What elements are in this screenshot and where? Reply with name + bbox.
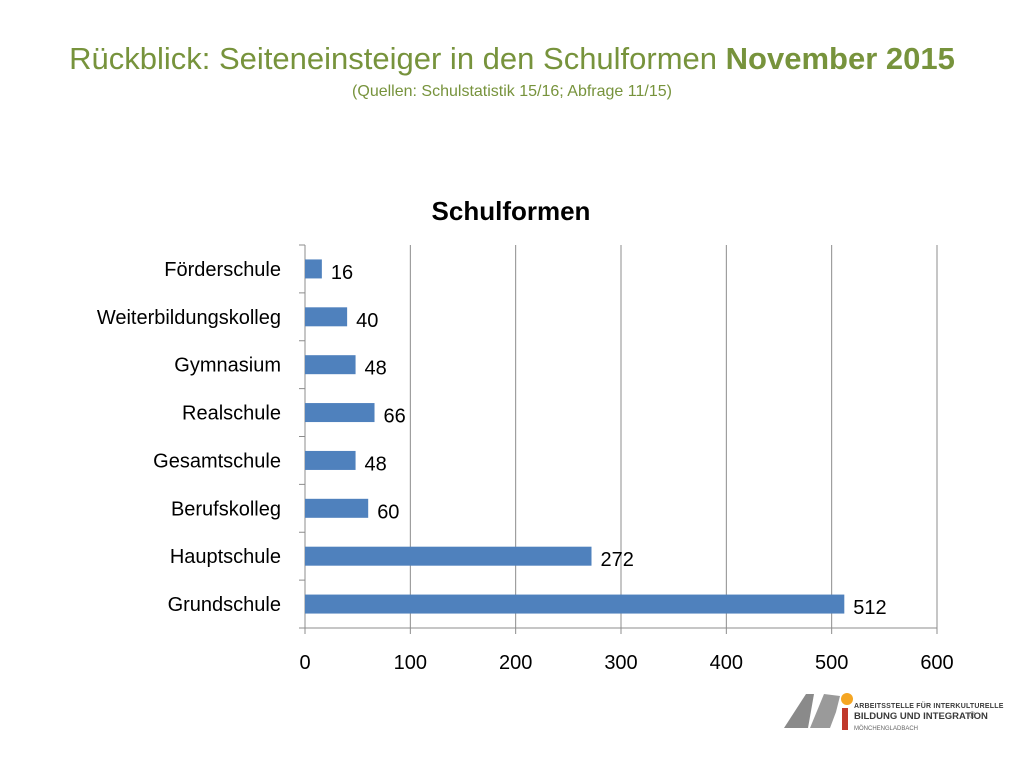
slide-title: Rückblick: Seiteneinsteiger in den Schul… xyxy=(0,40,1024,78)
category-label: Gymnasium xyxy=(174,355,281,377)
data-label: 48 xyxy=(365,358,387,380)
data-label: 272 xyxy=(601,549,634,571)
x-tick-label: 500 xyxy=(815,652,848,674)
data-label: 40 xyxy=(356,310,378,332)
bar xyxy=(305,259,322,279)
category-label: Gesamtschule xyxy=(153,450,281,472)
logo-registered-mark: ® xyxy=(969,710,976,720)
bar xyxy=(305,450,356,470)
category-label: Weiterbildungskolleg xyxy=(97,307,281,329)
slide-title-bold: November 2015 xyxy=(725,41,955,76)
bar xyxy=(305,594,845,614)
bar xyxy=(305,498,369,518)
abi-logo-icon xyxy=(784,693,853,730)
data-label: 48 xyxy=(365,453,387,475)
x-tick-label: 0 xyxy=(299,652,310,674)
x-tick-label: 400 xyxy=(710,652,743,674)
logo-line-1: ARBEITSSTELLE FÜR INTERKULTURELLE xyxy=(854,703,1004,710)
category-label: Hauptschule xyxy=(170,546,281,568)
bar xyxy=(305,403,375,423)
chart-labels: 0 100 200 300 400 500 600 Förderschule 16 Weiterb… xyxy=(97,259,954,674)
slide-title-regular: Rückblick: Seiteneinsteiger in den Schul… xyxy=(69,41,718,76)
data-label: 66 xyxy=(384,406,406,428)
slide-subtitle: (Quellen: Schulstatistik 15/16; Abfrage … xyxy=(352,83,672,100)
logo-i-stem xyxy=(842,708,848,730)
abi-logo xyxy=(780,690,980,740)
bar xyxy=(305,355,356,375)
x-tick-label: 100 xyxy=(394,652,427,674)
x-tick-label: 300 xyxy=(604,652,637,674)
logo-line-3: MÖNCHENGLADBACH xyxy=(854,726,919,732)
chart-grid xyxy=(409,245,938,628)
data-label: 512 xyxy=(853,597,886,619)
logo-b-shape xyxy=(810,694,840,728)
x-tick-label: 200 xyxy=(499,652,532,674)
chart-axes xyxy=(299,244,938,634)
category-label: Realschule xyxy=(182,403,281,425)
bar xyxy=(305,307,348,327)
logo-a-shape xyxy=(784,694,814,728)
data-label: 16 xyxy=(331,262,353,284)
category-label: Grundschule xyxy=(168,594,281,616)
category-label: Berufskolleg xyxy=(171,498,281,520)
data-label: 60 xyxy=(377,501,399,523)
category-label: Förderschule xyxy=(164,259,281,281)
logo-line-2: BILDUNG UND INTEGRATION xyxy=(854,711,988,722)
chart-bars xyxy=(305,259,845,614)
logo-i-dot xyxy=(841,693,853,705)
x-tick-label: 600 xyxy=(920,652,953,674)
bar xyxy=(305,546,592,566)
chart-title: Schulformen xyxy=(432,196,591,226)
